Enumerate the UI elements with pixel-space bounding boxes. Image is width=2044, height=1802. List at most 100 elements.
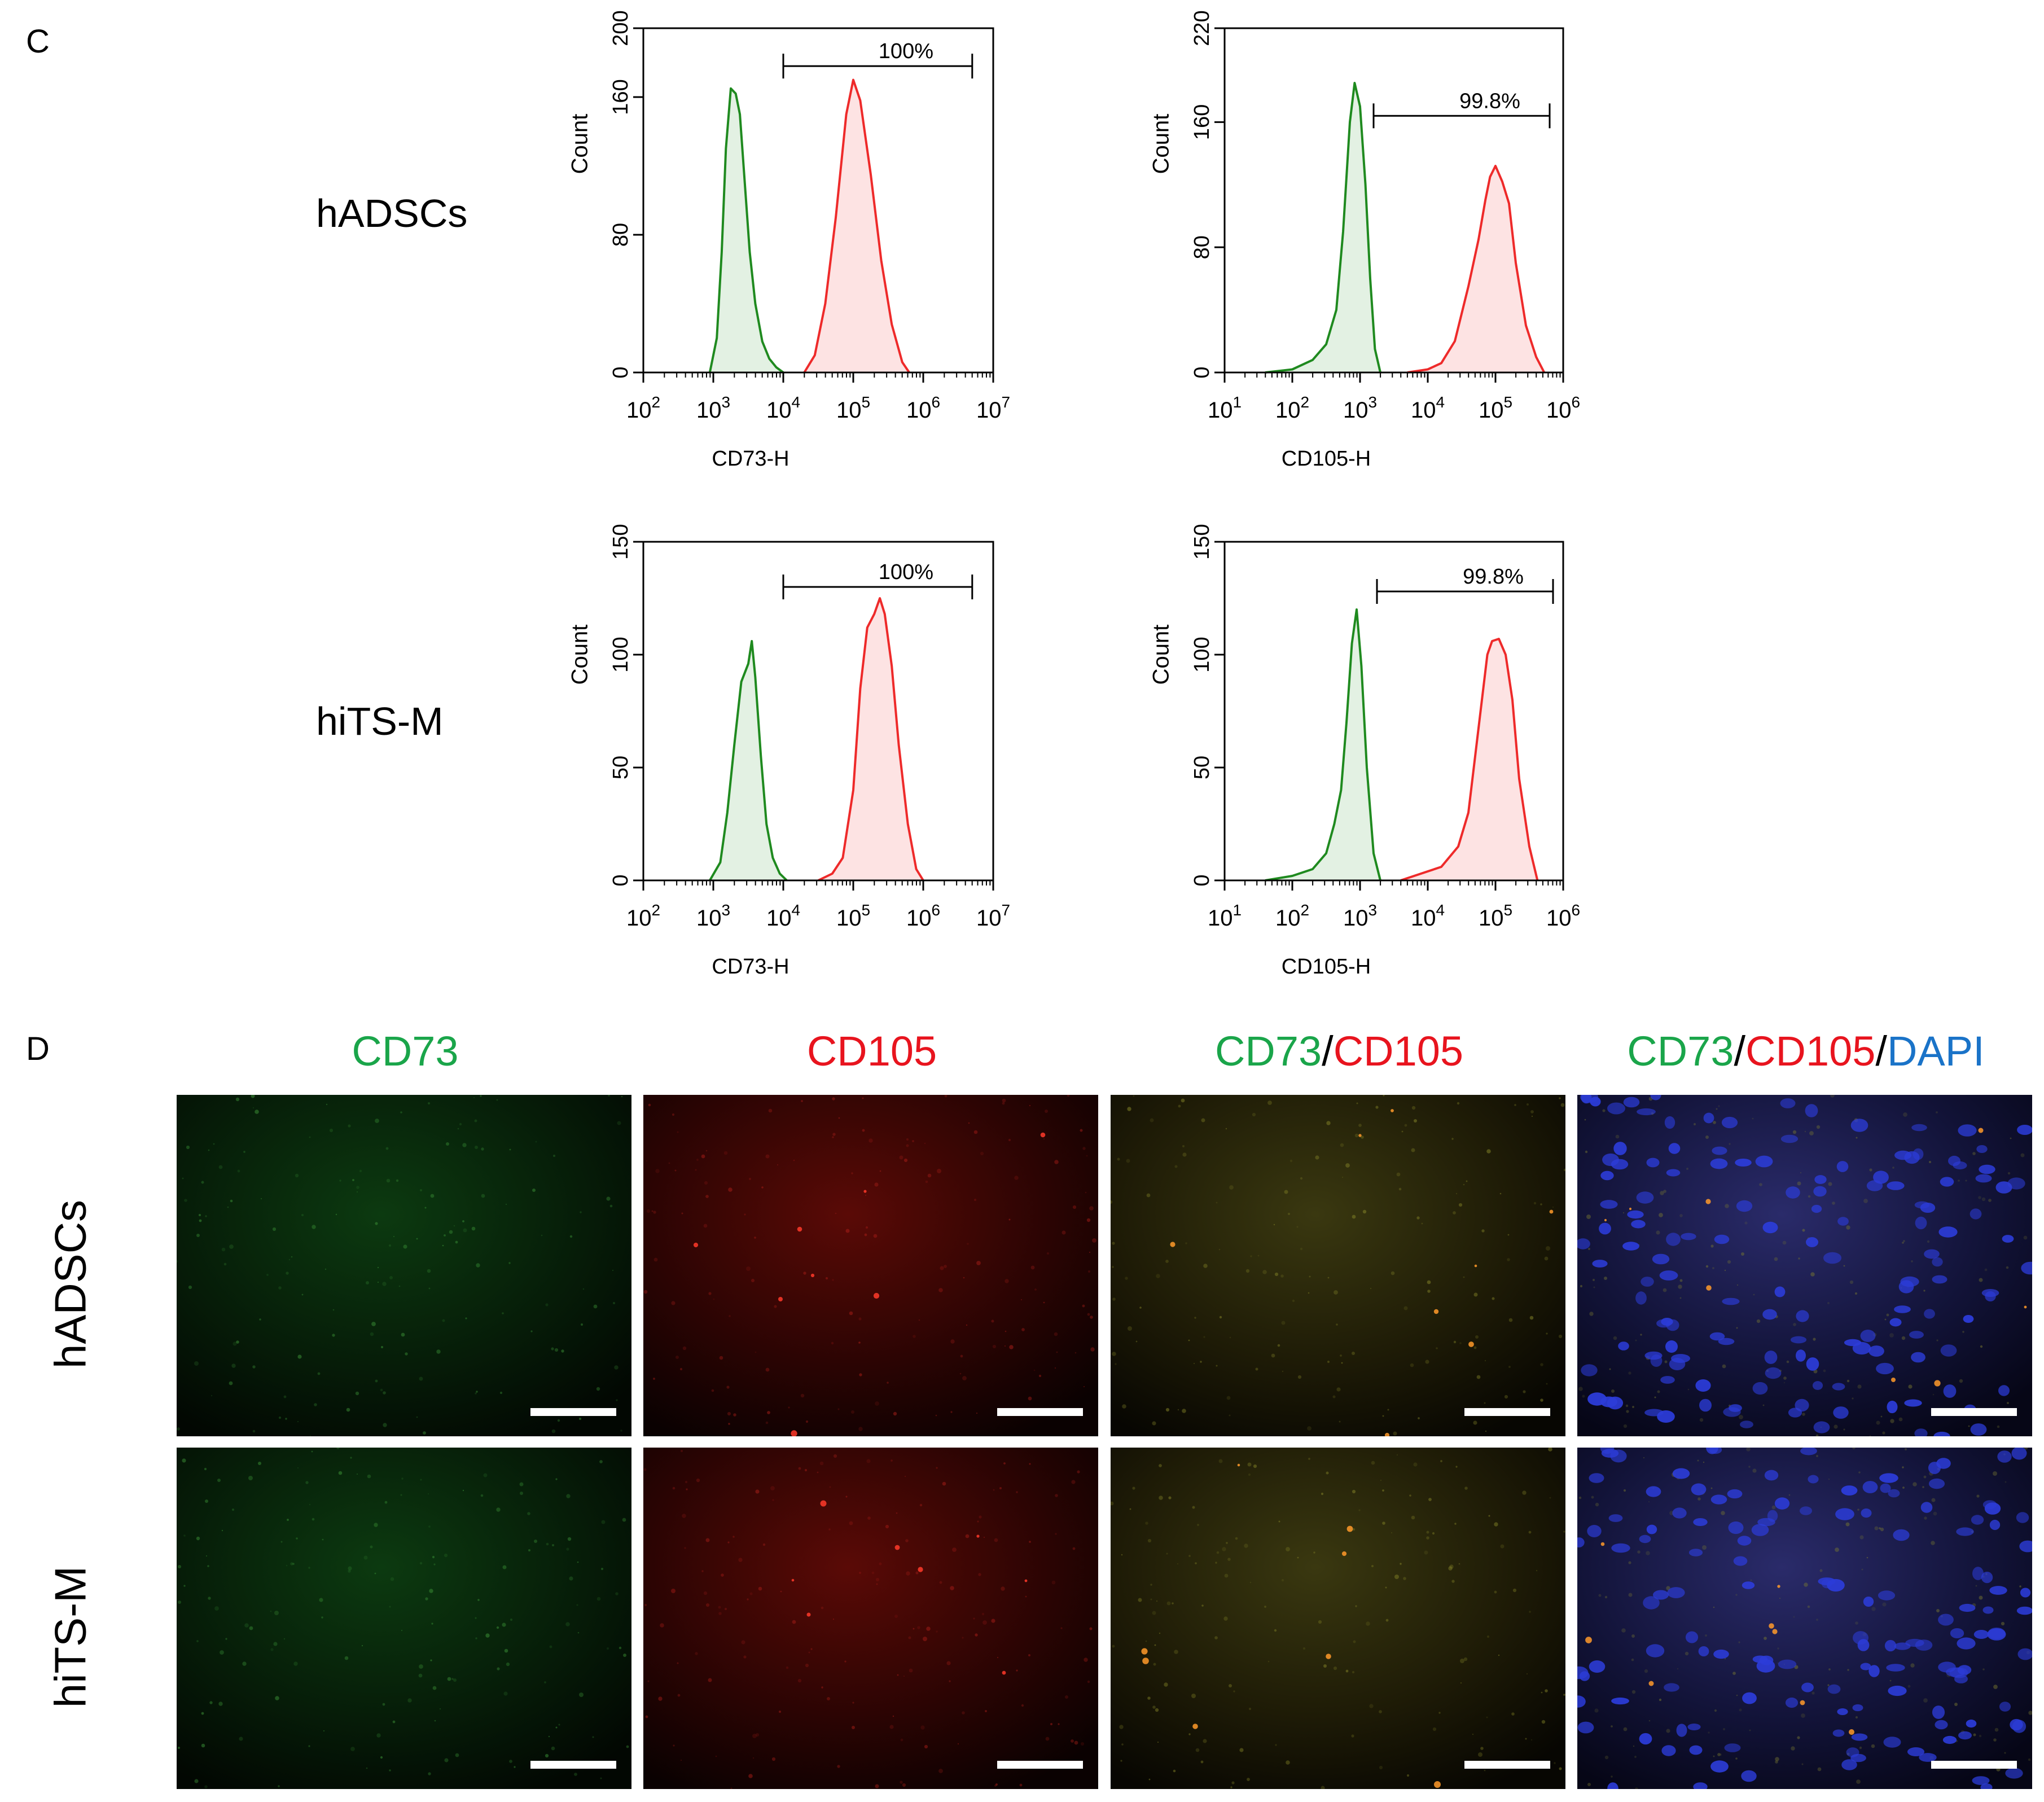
gate-label: 99.8% [1463,565,1524,589]
x-tick-label: 103 [696,393,730,423]
x-tick-label: 103 [1343,393,1377,423]
series-marker-area [1407,166,1545,372]
series-marker-line [1407,165,1546,374]
x-tick-label: 104 [1411,901,1445,931]
y-tick-label: 100 [1190,637,1214,672]
micro-image-hadscs-red [643,1095,1098,1436]
x-axis-label: CD73-H [712,955,789,979]
x-tick-label: 103 [696,901,730,931]
series-control-line [1265,82,1381,374]
title-fragment: DAPI [1887,1028,1985,1075]
micro-image-hits-m-green [177,1448,631,1789]
title-fragment: CD105 [1333,1028,1464,1075]
row-label-hits-m: hiTS-M [316,699,444,743]
x-tick-label: 102 [626,393,660,423]
micro-image-hadscs-merge_dapi [1577,1095,2032,1436]
title-fragment: CD73 [1214,1028,1322,1075]
y-tick-label: 80 [1190,235,1214,259]
y-axis-label: Count [1149,114,1174,174]
x-tick-label: 105 [1479,901,1512,931]
y-tick-label: 160 [1190,104,1214,140]
series-marker-line [1400,638,1539,882]
flow-cytometry-histograms: 0 80 160 200 Count 102 103 104 105 106 107 CD73-H 10… [568,10,1580,979]
plot-frame [1223,541,1564,882]
series-control-area [709,88,783,373]
x-tick-label: 104 [766,393,800,423]
y-axis-label: Count [568,114,593,174]
x-axis-label: CD105-H [1282,955,1371,979]
histogram-1: 0 80 160 220 Count 101 102 103 104 105 106 CD105-H 9… [1149,10,1580,471]
x-tick-label: 106 [1546,901,1580,931]
micro-column-title-2: CD73/CD105 [1111,1027,1568,1075]
x-tick-label: 105 [1479,393,1512,423]
plot-frame [642,541,994,882]
y-tick-label: 160 [609,79,633,115]
panel-d-label: D [26,1031,50,1067]
micro-image-hits-m-merge [1111,1448,1565,1789]
scale-bar [997,1761,1083,1769]
plot-frame [1223,27,1564,374]
series-marker-line [803,78,910,374]
y-tick-label: 0 [1190,874,1214,886]
series-control-line [709,640,788,882]
x-tick-label: 106 [1546,393,1580,423]
x-axis-label: CD105-H [1282,447,1371,471]
x-tick-label: 105 [836,901,870,931]
panel-c-label: C [26,23,50,60]
scale-bar [1464,1761,1550,1769]
series-control-area [1265,610,1380,880]
y-tick-label: 80 [609,223,633,247]
scale-bar [1931,1408,2017,1416]
series-marker-area [1401,639,1538,880]
micro-row-label-hadscs: hADSCs [45,1199,95,1369]
series-control-area [709,641,787,880]
y-axis-label: Count [1149,625,1174,685]
y-tick-label: 100 [609,637,633,672]
title-fragment: CD105 [806,1028,937,1075]
micro-image-hits-m-merge_dapi [1577,1448,2032,1789]
y-tick-label: 50 [1190,756,1214,779]
histogram-0: 0 80 160 200 Count 102 103 104 105 106 107 CD73-H 10… [568,10,1010,471]
gate-label: 100% [879,560,933,584]
title-fragment: CD105 [1745,1028,1876,1075]
scale-bar [530,1408,616,1416]
micro-image-hits-m-red [643,1448,1098,1789]
y-tick-label: 200 [609,10,633,46]
title-fragment: / [1875,1028,1887,1075]
series-marker-area [818,598,923,880]
y-tick-label: 0 [609,874,633,886]
scale-bar [1931,1761,2017,1769]
y-tick-label: 0 [609,366,633,378]
y-tick-label: 220 [1190,10,1214,46]
title-fragment: / [1322,1028,1334,1075]
micro-column-title-0: CD73 [177,1027,634,1075]
x-tick-label: 104 [766,901,800,931]
row-label-hadscs: hADSCs [316,191,468,235]
x-tick-label: 101 [1208,901,1242,931]
x-tick-label: 106 [906,393,940,423]
x-tick-label: 106 [906,901,940,931]
series-control-line [1265,608,1381,882]
plot-frame [642,27,994,374]
x-tick-label: 102 [1275,901,1309,931]
micro-image-hadscs-merge [1111,1095,1565,1436]
series-control-area [1265,83,1380,372]
series-marker-area [804,80,910,372]
micro-image-hadscs-green [177,1095,631,1436]
micro-column-title-3: CD73/CD105/DAPI [1577,1027,2034,1075]
title-fragment: CD73 [1627,1028,1734,1075]
y-tick-label: 150 [609,524,633,559]
gate-label: 100% [879,40,933,63]
x-tick-label: 107 [976,901,1010,931]
x-tick-label: 103 [1343,901,1377,931]
gate-label: 99.8% [1459,89,1520,113]
title-fragment: CD73 [352,1028,459,1075]
scale-bar [530,1761,616,1769]
x-axis-label: CD73-H [712,447,789,471]
y-tick-label: 50 [609,756,633,779]
y-tick-label: 0 [1190,366,1214,378]
series-control-line [708,87,784,374]
scale-bar [1464,1408,1550,1416]
x-tick-label: 107 [976,393,1010,423]
title-fragment: / [1734,1028,1746,1075]
